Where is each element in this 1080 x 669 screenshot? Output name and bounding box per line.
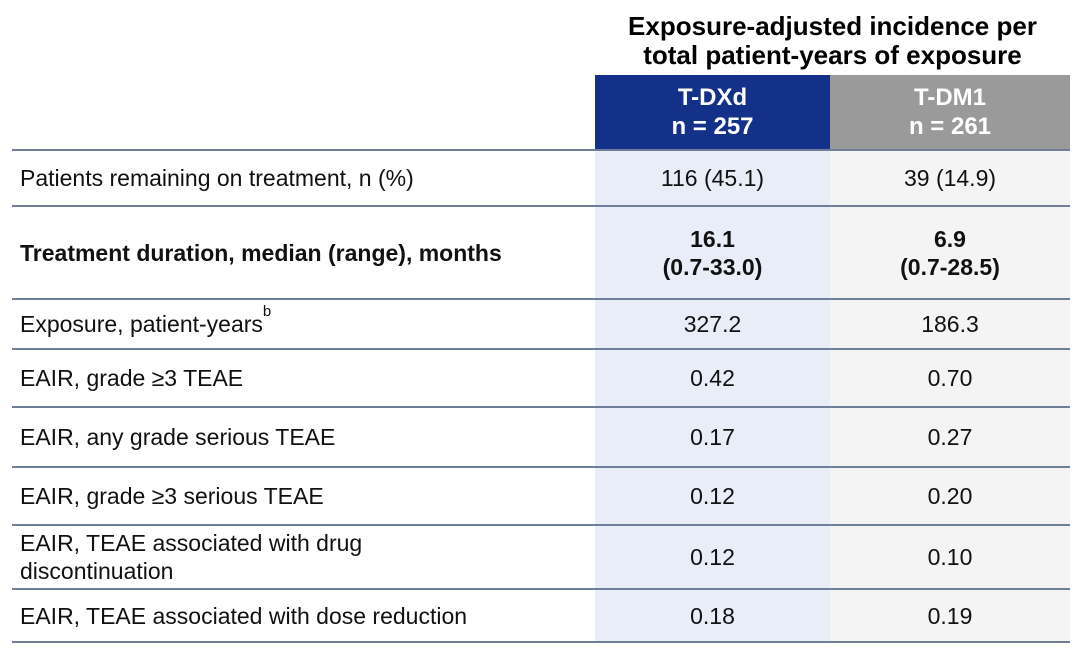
footnote-marker-b: b — [262, 303, 272, 321]
table-row-eair-grade3-serious-teae: EAIR, grade ≥3 serious TEAE 0.12 0.20 — [12, 466, 1070, 524]
tdm1-value-cell: 0.19 — [830, 590, 1070, 641]
row-label-text: Treatment duration, median (range), mont… — [20, 239, 502, 266]
row-label: Treatment duration, median (range), mont… — [12, 207, 595, 298]
row-label-text: EAIR, grade ≥3 serious TEAE — [20, 483, 324, 509]
table-row-eair-teae-drug-discontinuation: EAIR, TEAE associated with drug disconti… — [12, 524, 1070, 588]
tdxd-value: 327.2 — [683, 311, 742, 337]
tdxd-n: n = 257 — [671, 113, 754, 140]
header-spacer — [12, 75, 595, 149]
row-label: EAIR, grade ≥3 serious TEAE — [12, 468, 595, 524]
column-header-tdxd: T-DXd n = 257 — [595, 75, 830, 149]
tdxd-value-cell: 327.2 — [595, 300, 830, 348]
table-row-eair-any-grade-serious-teae: EAIR, any grade serious TEAE 0.17 0.27 — [12, 406, 1070, 466]
row-label: Exposure, patient-yearsb — [12, 300, 595, 348]
tdm1-value-cell: 6.9 (0.7-28.5) — [830, 207, 1070, 298]
tdm1-value-cell: 0.20 — [830, 468, 1070, 524]
row-label-text: EAIR, grade ≥3 TEAE — [20, 365, 244, 391]
tdm1-value: 0.70 — [927, 365, 973, 391]
column-header-row: T-DXd n = 257 T-DM1 n = 261 — [12, 75, 1070, 149]
tdxd-name: T-DXd — [677, 84, 748, 111]
tdm1-value-cell: 0.27 — [830, 408, 1070, 466]
tdm1-value-cell: 0.70 — [830, 350, 1070, 406]
row-label: Patients remaining on treatment, n (%) — [12, 151, 595, 205]
row-label-text: Patients remaining on treatment, n (%) — [20, 165, 414, 191]
tdm1-n: n = 261 — [908, 113, 992, 140]
table-title-line2: total patient-years of exposure — [643, 40, 1022, 70]
tdxd-value-cell: 0.17 — [595, 408, 830, 466]
tdxd-value: 0.12 — [690, 483, 735, 509]
row-label-text: EAIR, any grade serious TEAE — [20, 424, 336, 450]
tdm1-value: 6.9 — [934, 225, 966, 252]
tdm1-value-cell: 186.3 — [830, 300, 1070, 348]
tdm1-value: 39 (14.9) — [903, 165, 997, 191]
row-label-text: EAIR, TEAE associated with drug — [20, 530, 363, 556]
row-label: EAIR, TEAE associated with drug disconti… — [12, 526, 595, 588]
title-spacer — [12, 6, 595, 70]
row-label: EAIR, TEAE associated with dose reductio… — [12, 590, 595, 641]
tdm1-value: 0.10 — [927, 544, 973, 570]
tdm1-value: 0.20 — [927, 483, 973, 509]
tdxd-value-cell: 0.18 — [595, 590, 830, 641]
row-label: EAIR, any grade serious TEAE — [12, 408, 595, 466]
tdxd-value: 0.42 — [690, 365, 735, 391]
tdxd-value: 116 (45.1) — [660, 165, 765, 191]
tdm1-value-cell: 0.10 — [830, 526, 1070, 588]
tdxd-value-cell: 0.42 — [595, 350, 830, 406]
row-label-text: EAIR, TEAE associated with dose reductio… — [20, 602, 468, 629]
tdxd-value-range: (0.7-33.0) — [662, 253, 763, 280]
tdxd-value: 16.1 — [690, 225, 735, 252]
tdm1-value-range: (0.7-28.5) — [900, 253, 1000, 280]
tdm1-value: 0.27 — [927, 424, 973, 450]
tdxd-value-cell: 0.12 — [595, 526, 830, 588]
column-header-tdm1: T-DM1 n = 261 — [830, 75, 1070, 149]
tdxd-value: 0.12 — [690, 544, 735, 570]
row-label-text: Exposure, patient-yearsb — [20, 304, 271, 338]
table-row-eair-teae-dose-reduction: EAIR, TEAE associated with dose reductio… — [12, 588, 1070, 643]
tdxd-value-cell: 116 (45.1) — [595, 151, 830, 205]
tdxd-value-cell: 0.12 — [595, 468, 830, 524]
tdm1-value: 0.19 — [927, 602, 973, 629]
table-title-row: Exposure-adjusted incidence per total pa… — [12, 6, 1070, 70]
tdxd-value: 0.17 — [690, 424, 735, 450]
tdm1-value: 186.3 — [921, 311, 979, 337]
table-title-line1: Exposure-adjusted incidence per — [628, 11, 1037, 41]
table-row-patients-remaining: Patients remaining on treatment, n (%) 1… — [12, 149, 1070, 205]
tdxd-value: 0.18 — [690, 602, 735, 629]
eair-comparison-table: Exposure-adjusted incidence per total pa… — [12, 6, 1070, 643]
row-label-main: Exposure, patient-years — [20, 311, 263, 337]
tdm1-name: T-DM1 — [914, 84, 986, 111]
row-label-text-line2: discontinuation — [20, 558, 174, 584]
table-row-exposure-patient-years: Exposure, patient-yearsb 327.2 186.3 — [12, 298, 1070, 348]
table-row-treatment-duration: Treatment duration, median (range), mont… — [12, 205, 1070, 298]
tdm1-value-cell: 39 (14.9) — [830, 151, 1070, 205]
table-title: Exposure-adjusted incidence per total pa… — [595, 6, 1070, 70]
tdxd-value-cell: 16.1 (0.7-33.0) — [595, 207, 830, 298]
row-label: EAIR, grade ≥3 TEAE — [12, 350, 595, 406]
table-row-eair-grade3-teae: EAIR, grade ≥3 TEAE 0.42 0.70 — [12, 348, 1070, 406]
